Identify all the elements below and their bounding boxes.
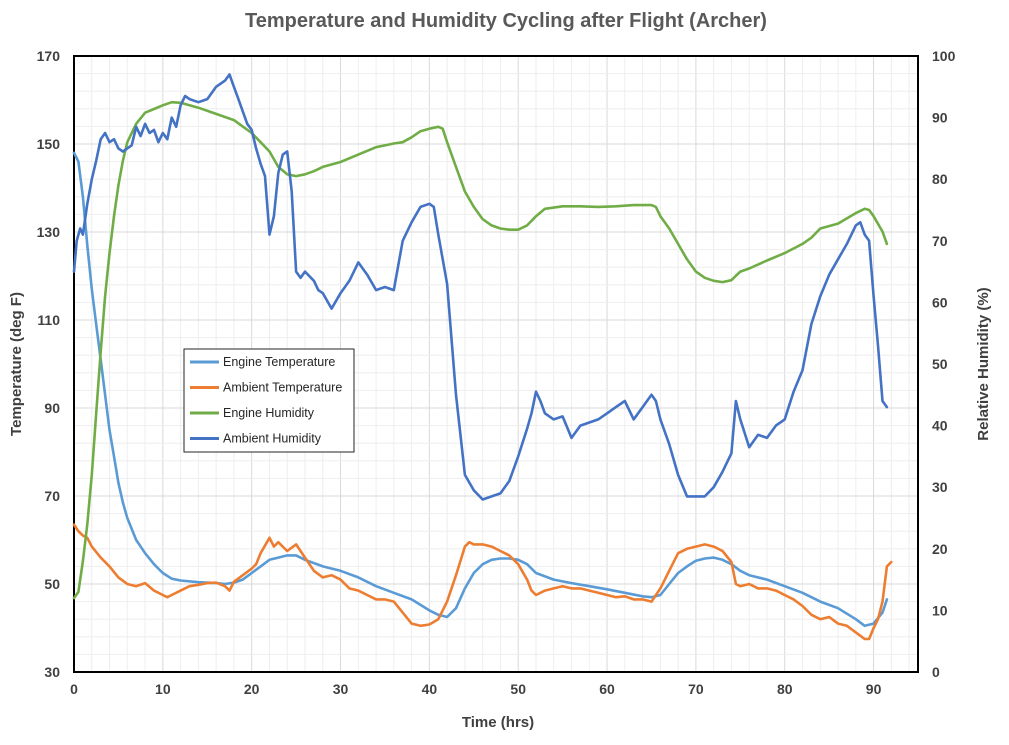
- x-tick-label: 30: [333, 681, 349, 697]
- x-tick-label: 50: [510, 681, 526, 697]
- y-left-tick-label: 130: [37, 224, 61, 240]
- y-right-tick-label: 60: [932, 294, 948, 310]
- y-right-tick-label: 40: [932, 418, 948, 434]
- y-right-tick-label: 100: [932, 48, 956, 64]
- x-tick-label: 90: [866, 681, 882, 697]
- y-left-tick-labels: 30 50 70 90 110 130 150 170: [37, 48, 61, 680]
- y-left-tick-label: 90: [44, 400, 60, 416]
- legend-label-ambient-humidity: Ambient Humidity: [223, 432, 322, 446]
- y-right-tick-label: 30: [932, 479, 948, 495]
- y-right-tick-labels: 0 10 20 30 40 50 60 70 80 90 100: [932, 48, 956, 680]
- x-tick-label: 80: [777, 681, 793, 697]
- y-right-tick-label: 70: [932, 233, 948, 249]
- series-line-ambient-temperature: [72, 523, 893, 641]
- x-tick-label: 60: [599, 681, 615, 697]
- chart-title: Temperature and Humidity Cycling after F…: [245, 10, 767, 32]
- y-right-tick-label: 80: [932, 171, 948, 187]
- x-axis-label: Time (hrs): [462, 714, 534, 731]
- y-right-tick-label: 20: [932, 541, 948, 557]
- y-right-tick-label: 0: [932, 664, 940, 680]
- series-line-engine-temperature: [72, 151, 889, 628]
- y-right-tick-label: 50: [932, 356, 948, 372]
- legend-items: Engine Temperature Ambient Temperature Eng…: [190, 355, 342, 446]
- plot-area-border: [73, 55, 919, 673]
- y-right-axis-label: Relative Humidity (%): [975, 287, 992, 440]
- y-left-tick-label: 170: [37, 48, 61, 64]
- series-line-ambient-humidity: [72, 73, 889, 501]
- y-left-tick-label: 150: [37, 136, 61, 152]
- y-left-tick-label: 70: [44, 488, 60, 504]
- x-tick-label: 40: [422, 681, 438, 697]
- legend-label-ambient-temperature: Ambient Temperature: [223, 381, 342, 395]
- series-line-engine-humidity: [72, 100, 889, 600]
- x-tick-label: 10: [155, 681, 171, 697]
- y-left-tick-label: 30: [44, 664, 60, 680]
- x-tick-labels: 0 10 20 30 40 50 60 70 80 90: [70, 681, 881, 697]
- legend: Engine Temperature Ambient Temperature Eng…: [183, 348, 355, 453]
- x-tick-label: 70: [688, 681, 704, 697]
- y-right-tick-label: 90: [932, 110, 948, 126]
- y-left-tick-label: 110: [37, 312, 60, 328]
- y-left-tick-label: 50: [44, 576, 60, 592]
- x-tick-label: 0: [70, 681, 78, 697]
- legend-label-engine-humidity: Engine Humidity: [223, 406, 315, 420]
- x-tick-label: 20: [244, 681, 260, 697]
- y-right-tick-label: 10: [932, 602, 948, 618]
- y-left-axis-label: Temperature (deg F): [8, 292, 25, 436]
- legend-label-engine-temperature: Engine Temperature: [223, 355, 335, 369]
- legend-box: [183, 348, 355, 453]
- series-layer: [72, 73, 893, 641]
